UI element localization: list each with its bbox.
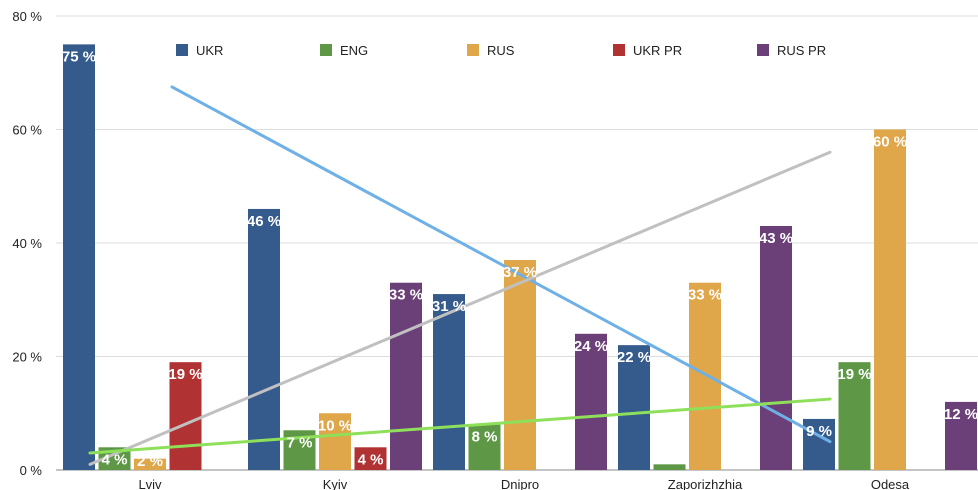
trend-layer <box>88 85 832 466</box>
data-label: 22 % <box>617 349 651 366</box>
legend-swatch <box>613 44 625 56</box>
data-label: 19 % <box>168 366 202 383</box>
bars-layer <box>63 44 977 470</box>
bar-rus <box>319 413 351 470</box>
legend-swatch <box>467 44 479 56</box>
trendline-ukr <box>170 85 832 444</box>
legend-swatch <box>320 44 332 56</box>
data-label: 10 % <box>318 417 352 434</box>
data-label: 9 % <box>806 423 832 440</box>
data-label: 33 % <box>688 287 722 304</box>
bar-ukr <box>803 418 835 470</box>
data-label: 2 % <box>137 453 163 470</box>
bar-ukr <box>248 208 280 470</box>
x-category-label: Kyiv <box>323 477 348 490</box>
x-category-label: Zaporizhzhia <box>668 477 743 490</box>
x-category-label: Dnipro <box>501 477 539 490</box>
bar-ukr <box>433 294 465 470</box>
y-tick-label: 0 % <box>20 463 43 478</box>
bar-ukr-pr <box>169 362 202 470</box>
bar-eng <box>468 424 501 470</box>
y-tick-label: 60 % <box>12 123 42 138</box>
data-label: 46 % <box>247 213 281 230</box>
data-label: 4 % <box>102 451 128 468</box>
bar-rus-pr <box>575 333 607 470</box>
grid-layer: 0 % 20 % 40 % 60 % 80 % Lviv Kyiv Dnipro Zaporiz… <box>12 9 978 490</box>
labels-layer: 75 % 46 % 31 % 22 % 9 % 4 % 7 % 8 % 19 % 2 % 10 % 3… <box>62 48 978 470</box>
y-tick-label: 40 % <box>12 236 42 251</box>
data-label: 4 % <box>358 451 384 468</box>
legend-label: RUS <box>487 43 515 58</box>
legend-label: UKR <box>196 43 223 58</box>
data-label: 37 % <box>503 264 537 281</box>
bar-eng <box>653 464 686 470</box>
bar-eng <box>838 362 871 470</box>
legend: UKR ENG RUS UKR PR RUS PR <box>176 43 826 58</box>
bar-rus <box>504 260 536 470</box>
legend-label: UKR PR <box>633 43 682 58</box>
data-label: 60 % <box>873 134 907 151</box>
bar-rus <box>874 129 906 470</box>
data-label: 24 % <box>574 338 608 355</box>
bar-rus <box>689 282 721 470</box>
y-tick-label: 20 % <box>12 350 42 365</box>
legend-label: RUS PR <box>777 43 826 58</box>
x-category-label: Odesa <box>871 477 910 490</box>
bar-ukr <box>618 345 650 470</box>
data-label: 12 % <box>944 406 978 423</box>
data-label: 19 % <box>837 366 871 383</box>
data-label: 8 % <box>472 429 498 446</box>
bar-rus-pr <box>390 282 422 470</box>
data-label: 33 % <box>389 287 423 304</box>
trendline-rus <box>88 150 832 466</box>
bar-rus-pr <box>760 225 792 470</box>
bar-ukr-pr <box>354 447 387 470</box>
bar-rus-pr <box>945 401 977 470</box>
bar-rus <box>134 458 166 470</box>
x-category-label: Lviv <box>138 477 162 490</box>
y-tick-label: 80 % <box>12 9 42 24</box>
legend-swatch <box>176 44 188 56</box>
data-label: 7 % <box>287 434 313 451</box>
data-label: 75 % <box>62 48 96 65</box>
bar-ukr <box>63 44 95 470</box>
data-label: 31 % <box>432 298 466 315</box>
trendline-eng <box>88 397 832 455</box>
legend-label: ENG <box>340 43 368 58</box>
legend-swatch <box>757 44 769 56</box>
data-label: 43 % <box>759 230 793 247</box>
